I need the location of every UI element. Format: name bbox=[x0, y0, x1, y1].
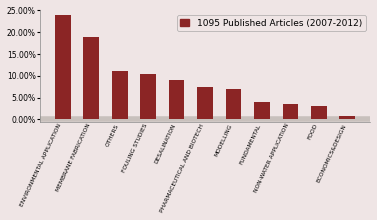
Bar bbox=[140, 74, 156, 119]
Bar bbox=[254, 102, 270, 119]
Bar bbox=[226, 89, 241, 119]
Bar bbox=[112, 119, 127, 121]
Bar bbox=[55, 119, 70, 121]
Bar bbox=[282, 119, 298, 121]
Bar bbox=[311, 119, 326, 121]
Bar bbox=[112, 72, 127, 119]
Legend: 1095 Published Articles (2007-2012): 1095 Published Articles (2007-2012) bbox=[177, 15, 366, 31]
Bar bbox=[254, 119, 270, 121]
Bar bbox=[226, 119, 241, 121]
Bar bbox=[282, 104, 298, 119]
Bar bbox=[169, 119, 184, 121]
Bar bbox=[55, 15, 70, 119]
Bar bbox=[83, 119, 99, 121]
Bar bbox=[83, 37, 99, 119]
Bar bbox=[339, 116, 355, 119]
Bar bbox=[339, 119, 355, 121]
Bar bbox=[311, 106, 326, 119]
Bar bbox=[197, 87, 213, 119]
Bar bbox=[169, 80, 184, 119]
Bar bbox=[197, 119, 213, 121]
Bar bbox=[140, 119, 156, 121]
